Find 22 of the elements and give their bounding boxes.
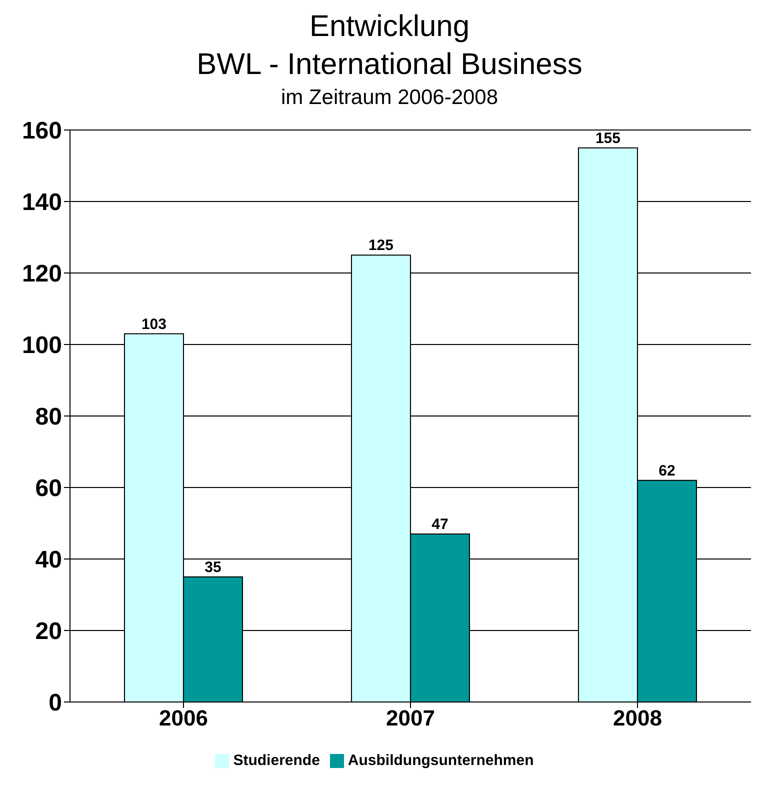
y-tick-label: 60	[35, 475, 62, 502]
chart-title: Entwicklung BWL - International Business	[196, 9, 584, 83]
y-tick-label: 40	[35, 546, 62, 574]
y-tick-label: 160	[22, 118, 62, 145]
chart-subtitle: im Zeitraum 2006-2008	[280, 86, 500, 110]
data-label: 155	[595, 130, 620, 147]
data-label: 47	[432, 516, 448, 533]
x-tick-label: 2008	[613, 706, 662, 731]
y-tick-label: 120	[22, 260, 62, 288]
legend-label: Ausbildungsunternehmen	[348, 752, 534, 769]
data-label: 103	[141, 316, 166, 333]
y-tick-label: 20	[35, 618, 62, 646]
data-label: 62	[658, 462, 676, 480]
y-tick-label: 0	[48, 690, 62, 717]
data-label: 35	[204, 558, 222, 576]
legend-label: Studierende	[233, 752, 320, 769]
y-tick-label: 140	[22, 189, 62, 216]
x-tick-label: 2007	[386, 706, 435, 731]
x-tick-label: 2006	[159, 706, 208, 731]
y-tick-label: 100	[22, 332, 62, 360]
y-tick-label: 80	[35, 404, 62, 431]
data-label: 125	[368, 237, 394, 254]
